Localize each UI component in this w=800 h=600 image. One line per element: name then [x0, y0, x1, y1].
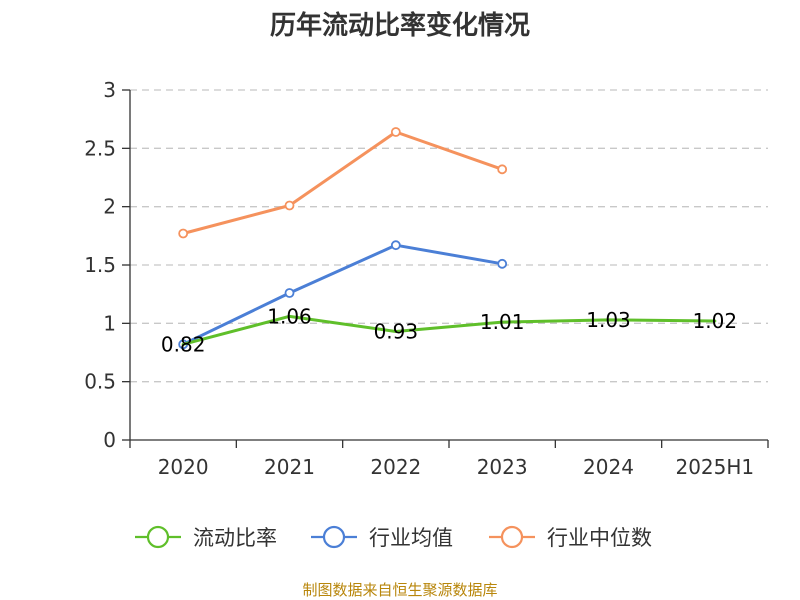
- data-point: [284, 288, 295, 298]
- data-point: [178, 228, 189, 239]
- y-tick-label: 2.5: [84, 136, 116, 160]
- legend: 流动比率 行业均值 行业中位数: [135, 525, 652, 550]
- y-tick-label: 0: [103, 428, 116, 452]
- legend-label: 流动比率: [193, 526, 277, 550]
- data-point: [497, 164, 508, 175]
- chart-title: 历年流动比率变化情况: [270, 10, 530, 41]
- data-point: [284, 200, 295, 211]
- data-label: 0.82: [161, 332, 206, 356]
- data-label: 1.01: [480, 310, 525, 334]
- source-note: 制图数据来自恒生聚源数据库: [302, 581, 497, 599]
- series-line: [181, 243, 504, 346]
- y-tick-label: 1.5: [84, 253, 116, 277]
- legend-marker: [322, 525, 346, 549]
- x-tick-label: 2021: [264, 455, 315, 479]
- legend-label: 行业中位数: [547, 526, 652, 550]
- data-label: 1.06: [267, 304, 312, 328]
- axes: 0 0.5 1 1.5 2 2.5 3 2020 2021 2022 2023 2024 2025H1: [84, 78, 769, 479]
- y-tick-label: 2: [103, 195, 116, 219]
- data-labels: 0.82 1.06 0.93 1.01 1.03 1.02: [161, 304, 737, 356]
- x-tick-label: 2024: [583, 455, 634, 479]
- data-point: [390, 127, 401, 137]
- data-point: [390, 240, 401, 251]
- legend-label: 行业均值: [369, 526, 453, 550]
- legend-marker: [146, 525, 170, 549]
- data-point: [497, 258, 508, 269]
- data-label: 0.93: [374, 320, 419, 344]
- y-tick-label: 0.5: [84, 370, 116, 394]
- grid: [130, 89, 768, 383]
- x-tick-label: 2020: [158, 455, 209, 479]
- legend-marker: [500, 525, 524, 549]
- series-line: [181, 130, 504, 235]
- series-line: [181, 314, 717, 346]
- x-tick-label: 2025H1: [675, 455, 754, 479]
- x-tick-label: 2022: [370, 455, 421, 479]
- y-tick-label: 3: [103, 78, 116, 102]
- y-tick-label: 1: [103, 311, 116, 335]
- x-tick-label: 2023: [477, 455, 528, 479]
- series: [178, 127, 717, 350]
- data-label: 1.02: [693, 309, 738, 333]
- data-label: 1.03: [586, 308, 631, 332]
